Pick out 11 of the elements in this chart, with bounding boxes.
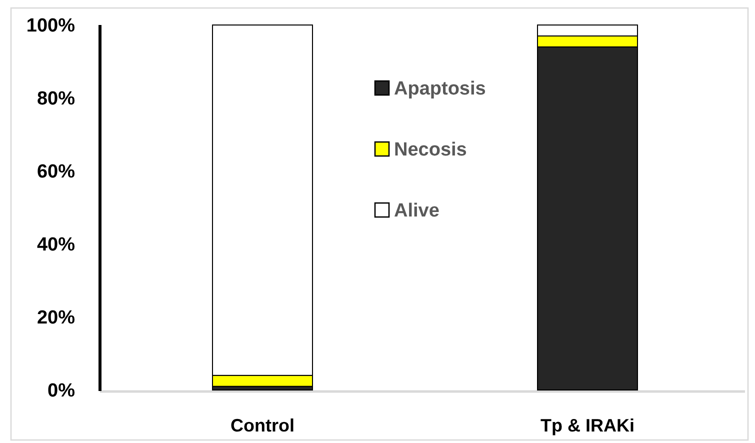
x-tick-label: Control [230, 415, 294, 436]
legend-label: Alive [394, 200, 440, 222]
y-tick-label: 60% [36, 162, 76, 183]
legend-label: Apaptosis [394, 78, 486, 100]
y-tick-label: 20% [36, 308, 76, 329]
y-tick-label: 100% [26, 16, 76, 37]
y-tick-label: 40% [36, 234, 76, 256]
x-tick-label: Tp & IRAKi [540, 415, 634, 436]
y-tick-label: 80% [36, 88, 76, 110]
y-tick-label: 0% [48, 380, 76, 402]
legend-label: Necosis [394, 140, 467, 161]
